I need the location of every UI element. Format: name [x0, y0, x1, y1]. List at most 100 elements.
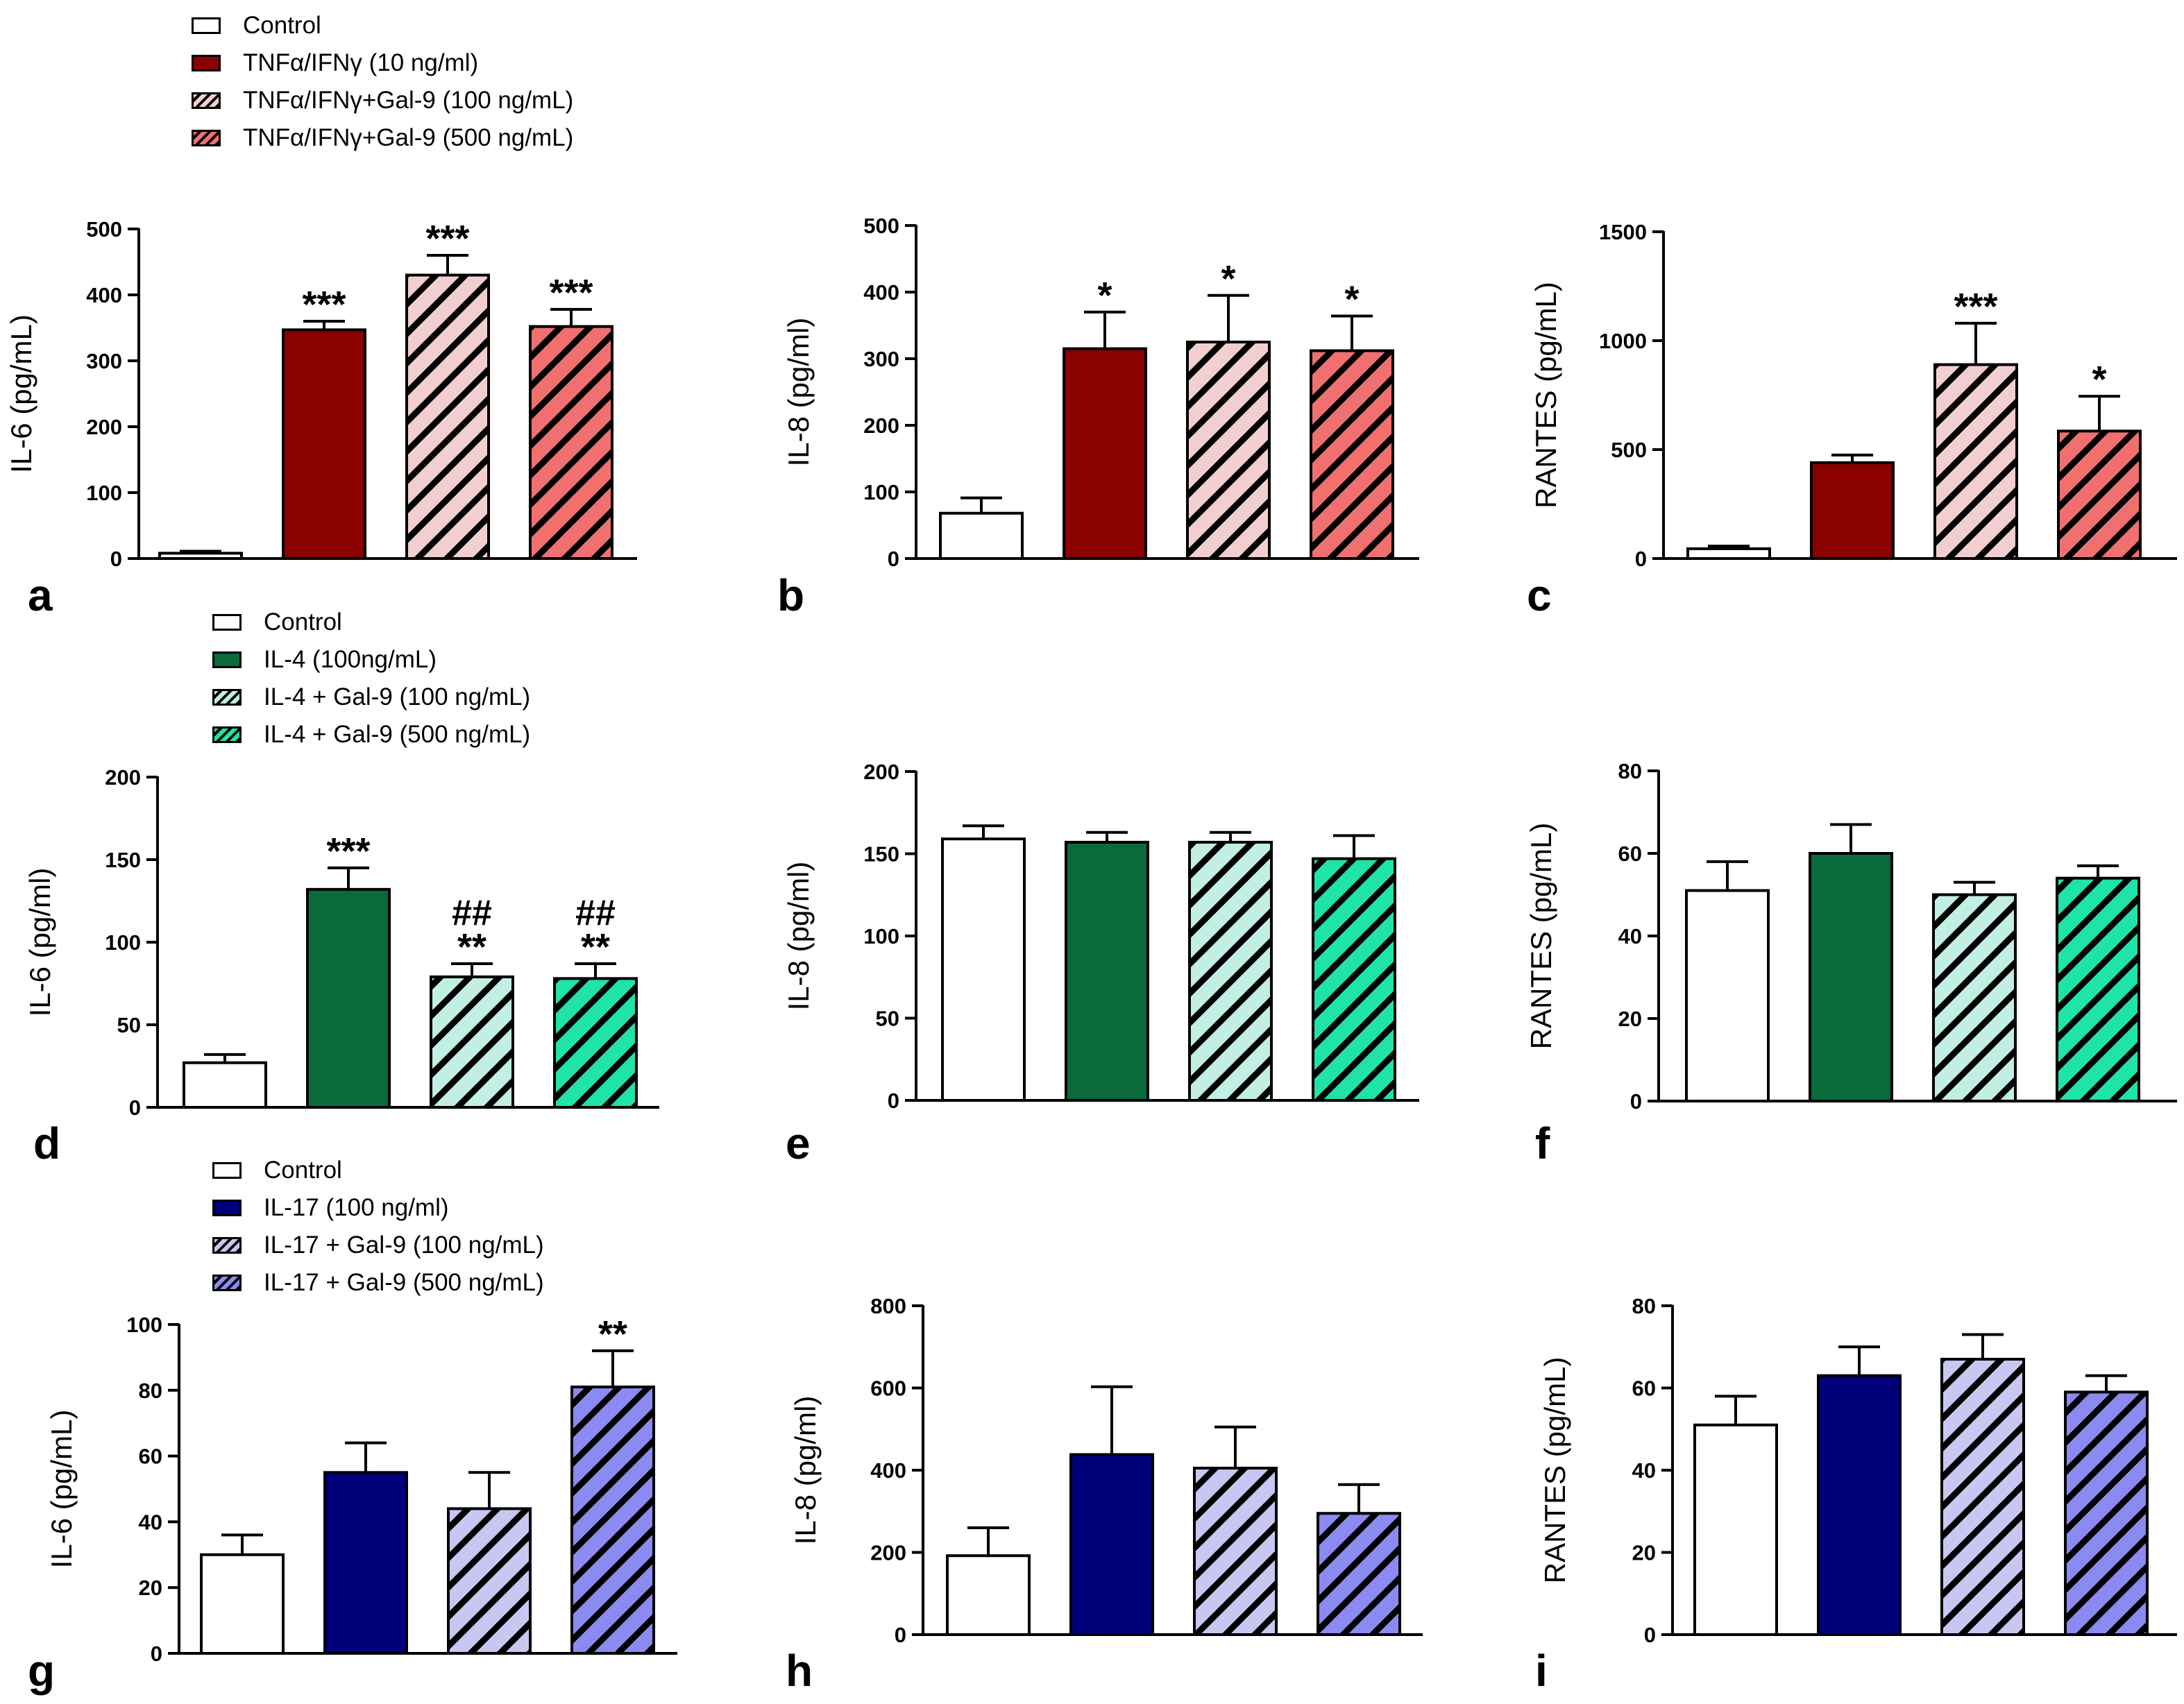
y-axis-label: IL-8 (pg/ml)	[782, 318, 815, 467]
significance-label: *	[1221, 258, 1235, 300]
bar	[1693, 1423, 1778, 1636]
legend-label: IL-4 + Gal-9 (500 ng/mL)	[264, 721, 531, 748]
y-axis-label: IL-6 (pg/mL)	[45, 1410, 78, 1569]
y-tick-label: 20	[1618, 1007, 1642, 1031]
legend-item: Control	[192, 7, 573, 44]
y-tick-label: 400	[86, 283, 122, 307]
legend-il17: Control IL-17 (100 ng/ml) IL-17 + Gal-9 (1…	[212, 1152, 544, 1302]
bar	[1065, 840, 1149, 1102]
panel-letter: b	[777, 570, 804, 620]
y-axis-label: RANTES (pg/mL)	[1530, 282, 1562, 509]
legend-swatch	[212, 614, 242, 631]
bar	[1810, 461, 1895, 561]
y-tick-label: 300	[86, 349, 122, 373]
y-tick-label: 1500	[1599, 220, 1647, 244]
bar	[1685, 889, 1770, 1103]
y-axis-label: RANTES (pg/mL)	[1525, 823, 1557, 1050]
bar	[529, 325, 613, 560]
bar	[946, 1554, 1031, 1636]
bar	[1933, 363, 2018, 560]
y-tick-label: 20	[1632, 1541, 1656, 1565]
chart-panel-h: 0 200 400 600 800 IL-8 (pg/ml) h	[786, 1294, 1423, 1696]
bar	[939, 511, 1024, 560]
y-tick-label: 0	[1630, 1089, 1642, 1114]
bar	[1193, 1467, 1278, 1637]
legend-item: IL-4 (100ng/mL)	[212, 641, 530, 679]
bar	[1940, 1358, 2025, 1637]
significance-label: ***	[1954, 286, 1997, 327]
legend-swatch	[212, 689, 242, 706]
bar	[306, 887, 391, 1109]
y-tick-label: 50	[876, 1007, 899, 1031]
y-tick-label: 50	[117, 1013, 141, 1037]
legend-swatch	[212, 1200, 242, 1216]
bar	[1069, 1453, 1154, 1637]
chart-panel-b: 0 100 200 300 400 500 IL-8 (pg/ml) * * * b	[777, 214, 1419, 620]
bar	[2064, 1390, 2149, 1637]
y-tick-label: 100	[863, 480, 899, 504]
y-tick-label: 60	[139, 1445, 162, 1469]
bar	[323, 1471, 408, 1655]
panel-letter: h	[786, 1646, 813, 1696]
y-tick-label: 0	[151, 1642, 162, 1666]
bar	[1312, 857, 1396, 1102]
panel-letter: g	[28, 1646, 55, 1696]
panel-letter: c	[1527, 570, 1552, 620]
significance-label: *	[2092, 359, 2106, 400]
legend-swatch	[212, 1162, 242, 1179]
legend-swatch	[212, 651, 242, 668]
y-tick-label: 80	[1632, 1294, 1656, 1318]
legend-swatch	[212, 1237, 242, 1254]
legend-il4: Control IL-4 (100ng/mL) IL-4 + Gal-9 (100 …	[212, 604, 530, 753]
y-tick-label: 60	[1632, 1377, 1656, 1401]
y-tick-label: 1000	[1599, 329, 1647, 353]
significance-label-secondary: ##	[452, 893, 492, 933]
y-axis-label: IL-6 (pg/ml)	[24, 868, 56, 1017]
significance-label: **	[581, 926, 610, 968]
y-tick-label: 100	[863, 924, 899, 948]
significance-label-secondary: ##	[575, 893, 616, 933]
panel-letter: e	[786, 1118, 811, 1168]
panel-letter: d	[33, 1118, 60, 1168]
significance-label: ***	[425, 218, 469, 259]
bar	[2056, 876, 2140, 1102]
bar	[405, 273, 490, 560]
y-tick-label: 20	[139, 1576, 162, 1600]
significance-label: ***	[302, 284, 346, 325]
significance-label: ***	[326, 830, 370, 872]
significance-label: *	[1097, 275, 1112, 316]
bar	[1686, 547, 1771, 560]
chart-panel-e: 0 50 100 150 200 IL-8 (pg/ml) e	[782, 760, 1419, 1168]
legend-label: TNFα/IFNγ+Gal-9 (100 ng/mL)	[243, 87, 574, 114]
significance-label: **	[598, 1313, 627, 1355]
legend-item: IL-17 + Gal-9 (100 ng/mL)	[212, 1227, 544, 1264]
legend-swatch	[212, 726, 242, 743]
y-tick-label: 800	[870, 1294, 906, 1318]
y-axis-label: IL-6 (pg/mL)	[5, 314, 37, 473]
legend-swatch	[192, 130, 221, 146]
bar	[570, 1386, 655, 1655]
bar	[1186, 341, 1271, 560]
legend-label: Control	[264, 1157, 342, 1184]
y-tick-label: 200	[86, 415, 122, 439]
legend-item: IL-4 + Gal-9 (100 ng/mL)	[212, 679, 530, 716]
legend-item: IL-17 + Gal-9 (500 ng/mL)	[212, 1264, 544, 1302]
y-tick-label: 100	[86, 481, 122, 505]
significance-label: *	[1344, 279, 1359, 321]
y-tick-label: 400	[870, 1458, 906, 1483]
bar	[1817, 1374, 1902, 1636]
legend-label: IL-17 + Gal-9 (100 ng/mL)	[264, 1232, 544, 1259]
y-tick-label: 150	[105, 848, 141, 872]
chart-panel-g: 0 20 40 60 80 100 IL-6 (pg/mL) ** g	[28, 1313, 677, 1696]
y-tick-label: 80	[139, 1379, 162, 1403]
y-axis-label: IL-8 (pg/ml)	[782, 862, 815, 1011]
panel-letter: f	[1535, 1118, 1550, 1168]
y-tick-label: 80	[1618, 759, 1642, 783]
y-tick-label: 200	[870, 1541, 906, 1565]
y-tick-label: 40	[1618, 924, 1642, 948]
y-tick-label: 0	[895, 1623, 906, 1647]
legend-label: TNFα/IFNγ+Gal-9 (500 ng/mL)	[243, 124, 574, 151]
bar	[1317, 1512, 1401, 1636]
legend-label: IL-17 + Gal-9 (500 ng/mL)	[264, 1269, 544, 1296]
